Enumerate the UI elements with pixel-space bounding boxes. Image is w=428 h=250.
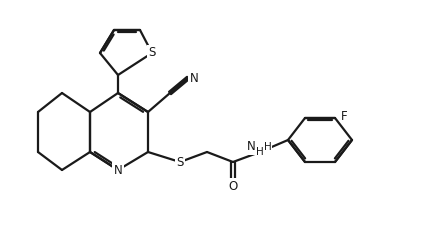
Text: S: S: [176, 156, 184, 168]
Text: H: H: [264, 142, 272, 152]
Text: F: F: [341, 110, 348, 122]
Text: O: O: [229, 180, 238, 192]
Text: N: N: [247, 140, 256, 153]
Text: N: N: [113, 164, 122, 176]
Text: H: H: [256, 147, 264, 157]
Text: N: N: [190, 72, 199, 85]
Text: S: S: [149, 46, 156, 60]
